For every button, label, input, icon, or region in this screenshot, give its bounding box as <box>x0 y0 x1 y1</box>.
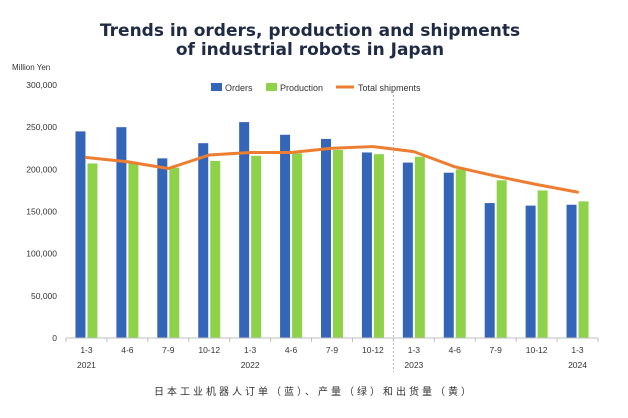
x-tick-label: 10-12 <box>362 345 384 355</box>
x-tick-label: 1-3 <box>244 345 257 355</box>
orders-bar <box>443 172 454 338</box>
production-bar <box>210 160 221 338</box>
shipments-point <box>85 156 88 159</box>
x-tick-label: 10-12 <box>198 345 220 355</box>
x-axis: 1-3 4-6 7-9 10-12 1-3 4-6 7-9 10-12 1-3 4-6 7-9 10-… <box>65 91 599 372</box>
x-tick-label: 7-9 <box>326 345 339 355</box>
chart-title-line2: of industrial robots in Japan <box>176 40 444 60</box>
orders-bar <box>361 152 372 338</box>
orders-bar <box>157 158 168 338</box>
chart-caption: 日本工业机器人订单（蓝）、产量（绿）和出货量（黄） <box>154 387 474 398</box>
chart: Trends in orders, production and shipmen… <box>12 21 599 372</box>
orders-bar <box>75 131 86 338</box>
production-bar <box>455 169 466 338</box>
shipments-point <box>330 147 334 150</box>
legend-production-swatch <box>266 83 277 91</box>
shipments-point <box>371 145 375 148</box>
year-label: 2024 <box>568 360 587 370</box>
year-label: 2023 <box>404 360 423 370</box>
y-tick-label: 100,000 <box>26 249 57 259</box>
shipments-point <box>576 190 579 194</box>
shipments-point <box>126 160 129 163</box>
orders-bar <box>484 203 495 338</box>
production-bar <box>333 149 343 338</box>
y-axis: 0 50,000 100,000 150,000 200,000 250,000 300,0… <box>26 80 57 343</box>
x-tick-label: 7-9 <box>490 345 503 355</box>
production-bar <box>169 167 180 338</box>
orders-bar <box>321 138 331 338</box>
x-tick-label: 10-12 <box>526 345 548 355</box>
production-bar <box>414 156 425 338</box>
x-tick-label: 4-6 <box>285 345 298 355</box>
orders-bar <box>198 143 209 338</box>
bars <box>75 122 589 339</box>
production-bar <box>251 155 262 338</box>
x-tick-label: 1-3 <box>408 345 421 355</box>
shipments-point <box>208 153 211 157</box>
production-bar <box>292 153 303 338</box>
unit-label: Million Yen <box>12 63 50 72</box>
y-tick-label: 300,000 <box>26 80 57 90</box>
shipments-point <box>412 150 416 153</box>
shipments-point <box>248 151 252 154</box>
y-tick-label: 200,000 <box>26 164 57 174</box>
production-bar <box>128 162 139 338</box>
shipments-point <box>167 167 170 170</box>
y-tick-label: 150,000 <box>26 207 57 217</box>
legend-orders-label: Orders <box>225 83 253 93</box>
legend: Orders Production Total shipments <box>211 83 421 93</box>
x-tick-label: 7-9 <box>162 345 175 355</box>
year-label: 2021 <box>77 360 96 370</box>
shipments-line <box>84 145 580 194</box>
y-tick-label: 50,000 <box>31 291 57 301</box>
orders-bar <box>525 205 536 338</box>
chart-title: Trends in orders, production and shipmen… <box>100 21 520 41</box>
y-tick-label: 0 <box>52 333 57 343</box>
shipments-point <box>494 174 497 178</box>
shipments-point <box>453 165 456 169</box>
y-tick-label: 250,000 <box>26 122 57 132</box>
orders-bar <box>280 134 291 338</box>
production-bar <box>87 163 98 338</box>
production-bar <box>496 180 507 338</box>
production-bar <box>373 154 384 338</box>
legend-shipments-label: Total shipments <box>358 83 421 93</box>
orders-bar <box>239 122 250 339</box>
shipments-point <box>535 183 538 186</box>
orders-bar <box>566 204 577 338</box>
legend-orders-swatch <box>211 83 222 91</box>
production-bar <box>578 201 589 338</box>
x-tick-label: 4-6 <box>449 345 462 355</box>
orders-bar <box>402 162 413 338</box>
orders-bar <box>116 127 127 339</box>
year-label: 2022 <box>241 360 260 370</box>
legend-production-label: Production <box>280 83 323 93</box>
x-tick-label: 4-6 <box>121 345 134 355</box>
x-tick-label: 1-3 <box>80 345 93 355</box>
production-bar <box>537 190 548 338</box>
x-tick-label: 1-3 <box>571 345 584 355</box>
shipments-point <box>289 151 293 154</box>
